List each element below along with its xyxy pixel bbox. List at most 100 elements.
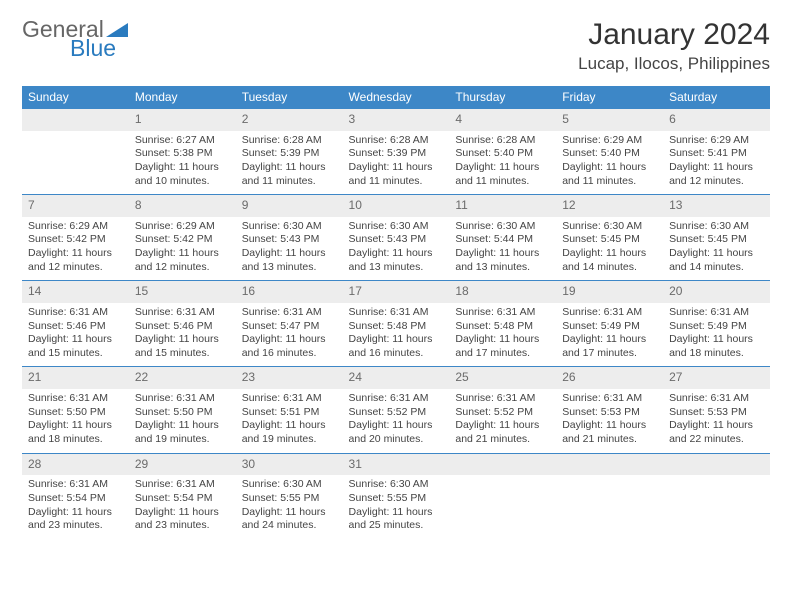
daylight1-text: Daylight: 11 hours [349, 419, 444, 433]
daylight2-text: and 17 minutes. [455, 347, 550, 361]
daylight1-text: Daylight: 11 hours [669, 333, 764, 347]
day-cell: Sunrise: 6:31 AMSunset: 5:48 PMDaylight:… [343, 303, 450, 367]
day-number: 1 [129, 109, 236, 131]
day-number: 10 [343, 195, 450, 217]
sunset-text: Sunset: 5:52 PM [349, 406, 444, 420]
day-header: Tuesday [236, 86, 343, 109]
sunset-text: Sunset: 5:48 PM [455, 320, 550, 334]
daylight2-text: and 17 minutes. [562, 347, 657, 361]
daylight1-text: Daylight: 11 hours [242, 247, 337, 261]
day-cell: Sunrise: 6:31 AMSunset: 5:48 PMDaylight:… [449, 303, 556, 367]
day-number [556, 453, 663, 475]
day-number: 27 [663, 367, 770, 389]
daylight2-text: and 14 minutes. [669, 261, 764, 275]
daylight1-text: Daylight: 11 hours [135, 419, 230, 433]
day-number: 30 [236, 453, 343, 475]
sunrise-text: Sunrise: 6:31 AM [455, 392, 550, 406]
sunset-text: Sunset: 5:39 PM [349, 147, 444, 161]
day-cell: Sunrise: 6:30 AMSunset: 5:45 PMDaylight:… [556, 217, 663, 281]
daylight2-text: and 11 minutes. [242, 175, 337, 189]
daylight1-text: Daylight: 11 hours [242, 419, 337, 433]
daylight1-text: Daylight: 11 hours [562, 247, 657, 261]
daylight1-text: Daylight: 11 hours [135, 161, 230, 175]
day-cell: Sunrise: 6:28 AMSunset: 5:39 PMDaylight:… [343, 131, 450, 195]
daylight2-text: and 12 minutes. [135, 261, 230, 275]
day-number: 21 [22, 367, 129, 389]
sunrise-text: Sunrise: 6:31 AM [562, 306, 657, 320]
day-cell: Sunrise: 6:27 AMSunset: 5:38 PMDaylight:… [129, 131, 236, 195]
day-cell: Sunrise: 6:31 AMSunset: 5:54 PMDaylight:… [129, 475, 236, 539]
sunset-text: Sunset: 5:42 PM [28, 233, 123, 247]
day-number: 2 [236, 109, 343, 131]
sunset-text: Sunset: 5:42 PM [135, 233, 230, 247]
daylight2-text: and 13 minutes. [242, 261, 337, 275]
daylight2-text: and 23 minutes. [28, 519, 123, 533]
daylight1-text: Daylight: 11 hours [669, 247, 764, 261]
sunrise-text: Sunrise: 6:30 AM [242, 478, 337, 492]
daylight1-text: Daylight: 11 hours [349, 247, 444, 261]
sunset-text: Sunset: 5:38 PM [135, 147, 230, 161]
day-content-row: Sunrise: 6:27 AMSunset: 5:38 PMDaylight:… [22, 131, 770, 195]
sunset-text: Sunset: 5:40 PM [455, 147, 550, 161]
day-cell: Sunrise: 6:29 AMSunset: 5:42 PMDaylight:… [129, 217, 236, 281]
sunrise-text: Sunrise: 6:28 AM [349, 134, 444, 148]
daylight2-text: and 18 minutes. [28, 433, 123, 447]
daylight2-text: and 22 minutes. [669, 433, 764, 447]
calendar-table: Sunday Monday Tuesday Wednesday Thursday… [22, 86, 770, 539]
daylight2-text: and 21 minutes. [562, 433, 657, 447]
day-number: 8 [129, 195, 236, 217]
daylight1-text: Daylight: 11 hours [455, 419, 550, 433]
sunrise-text: Sunrise: 6:31 AM [28, 306, 123, 320]
sunset-text: Sunset: 5:48 PM [349, 320, 444, 334]
daylight2-text: and 11 minutes. [562, 175, 657, 189]
daylight2-text: and 12 minutes. [28, 261, 123, 275]
sunset-text: Sunset: 5:50 PM [28, 406, 123, 420]
sunset-text: Sunset: 5:49 PM [562, 320, 657, 334]
daylight1-text: Daylight: 11 hours [455, 161, 550, 175]
day-cell [22, 131, 129, 195]
day-cell: Sunrise: 6:31 AMSunset: 5:50 PMDaylight:… [129, 389, 236, 453]
sunrise-text: Sunrise: 6:29 AM [28, 220, 123, 234]
daylight1-text: Daylight: 11 hours [562, 161, 657, 175]
day-cell: Sunrise: 6:31 AMSunset: 5:46 PMDaylight:… [22, 303, 129, 367]
sunset-text: Sunset: 5:53 PM [669, 406, 764, 420]
sunset-text: Sunset: 5:44 PM [455, 233, 550, 247]
brand-part2: Blue [70, 37, 128, 60]
day-number: 17 [343, 281, 450, 303]
location-label: Lucap, Ilocos, Philippines [578, 54, 770, 74]
daylight1-text: Daylight: 11 hours [135, 506, 230, 520]
daylight2-text: and 23 minutes. [135, 519, 230, 533]
day-cell: Sunrise: 6:31 AMSunset: 5:52 PMDaylight:… [343, 389, 450, 453]
day-cell: Sunrise: 6:31 AMSunset: 5:46 PMDaylight:… [129, 303, 236, 367]
daylight2-text: and 20 minutes. [349, 433, 444, 447]
daylight2-text: and 10 minutes. [135, 175, 230, 189]
day-cell: Sunrise: 6:30 AMSunset: 5:55 PMDaylight:… [236, 475, 343, 539]
daylight2-text: and 13 minutes. [349, 261, 444, 275]
day-number: 23 [236, 367, 343, 389]
day-number: 19 [556, 281, 663, 303]
sunrise-text: Sunrise: 6:27 AM [135, 134, 230, 148]
day-number: 12 [556, 195, 663, 217]
day-number: 20 [663, 281, 770, 303]
sunset-text: Sunset: 5:39 PM [242, 147, 337, 161]
sunrise-text: Sunrise: 6:31 AM [669, 392, 764, 406]
daylight1-text: Daylight: 11 hours [349, 161, 444, 175]
day-number-row: 78910111213 [22, 195, 770, 217]
daylight2-text: and 11 minutes. [455, 175, 550, 189]
day-number: 18 [449, 281, 556, 303]
sunrise-text: Sunrise: 6:31 AM [349, 392, 444, 406]
sunrise-text: Sunrise: 6:30 AM [349, 220, 444, 234]
day-number: 11 [449, 195, 556, 217]
day-cell [556, 475, 663, 539]
day-number [449, 453, 556, 475]
sunrise-text: Sunrise: 6:30 AM [349, 478, 444, 492]
day-cell: Sunrise: 6:30 AMSunset: 5:45 PMDaylight:… [663, 217, 770, 281]
day-cell: Sunrise: 6:28 AMSunset: 5:40 PMDaylight:… [449, 131, 556, 195]
daylight1-text: Daylight: 11 hours [669, 161, 764, 175]
day-cell [663, 475, 770, 539]
sunrise-text: Sunrise: 6:29 AM [135, 220, 230, 234]
daylight1-text: Daylight: 11 hours [349, 333, 444, 347]
day-cell: Sunrise: 6:31 AMSunset: 5:53 PMDaylight:… [556, 389, 663, 453]
day-number: 7 [22, 195, 129, 217]
daylight2-text: and 15 minutes. [28, 347, 123, 361]
